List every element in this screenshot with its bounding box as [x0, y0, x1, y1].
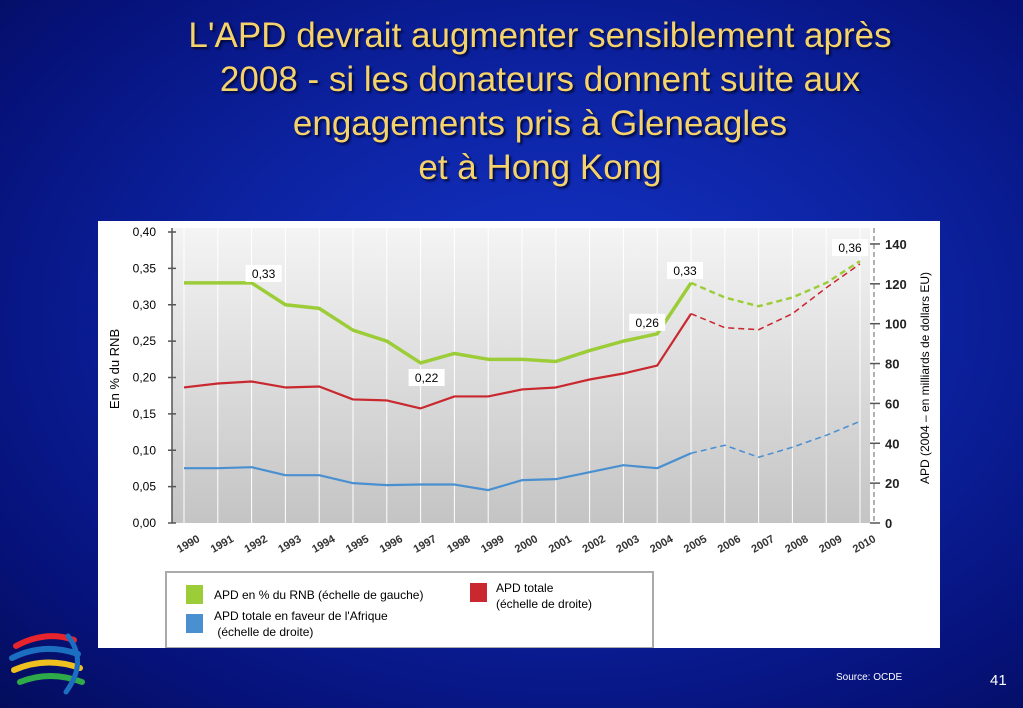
x-tick-label: 2007 [749, 533, 776, 556]
value-annotation: 0,22 [415, 371, 439, 385]
legend-label: APD totale (échelle de droite) [496, 581, 592, 611]
x-tick-label: 1993 [276, 533, 303, 556]
left-tick-label: 0,05 [133, 480, 157, 494]
value-annotation: 0,36 [838, 241, 862, 255]
x-tick-label: 2002 [580, 533, 607, 556]
legend-swatch [186, 614, 203, 633]
legend-label-line: APD totale en faveur de l'Afrique [214, 609, 388, 623]
left-tick-label: 0,15 [133, 407, 157, 421]
annotation-box [245, 264, 282, 282]
x-tick-label: 1991 [209, 533, 236, 556]
x-tick-label: 2000 [513, 533, 540, 556]
left-tick-label: 0,00 [133, 516, 157, 530]
x-tick-label: 2005 [682, 533, 709, 556]
annotation-box [667, 261, 703, 279]
title-line: 2008 - si les donateurs donnent suite au… [219, 60, 861, 99]
chart-panel: 0,00 0,05 0,10 0,15 0,20 0,25 0,30 0,35 0,40 En %… [98, 221, 940, 648]
left-tick-label: 0,40 [133, 225, 157, 239]
left-tick-label: 0,10 [133, 443, 157, 457]
value-annotation: 0,26 [636, 316, 660, 330]
right-tick-label: 20 [885, 476, 899, 491]
right-axis-label: APD (2004 – en milliards de dollars EU) [918, 272, 932, 484]
legend-swatch [470, 583, 487, 602]
oda-line-chart: 0,00 0,05 0,10 0,15 0,20 0,25 0,30 0,35 0,40 En %… [98, 225, 932, 648]
series-line-actual [184, 281, 693, 365]
value-annotation: 0,33 [252, 267, 276, 281]
series-line-actual [184, 452, 692, 492]
left-tick-label: 0,30 [133, 298, 157, 312]
x-tick-label: 2004 [648, 533, 676, 556]
x-tick-label: 1997 [411, 533, 438, 556]
value-annotation: 0,33 [673, 264, 697, 278]
x-tick-label: 2001 [547, 533, 574, 556]
plot-area [172, 228, 870, 523]
left-axis-label: En % du RNB [107, 329, 122, 409]
legend-box [165, 571, 654, 648]
x-tick-label: 1995 [344, 533, 371, 556]
right-tick-label: 80 [885, 357, 899, 372]
left-tick-label: 0,35 [133, 261, 157, 275]
left-tick-label: 0,20 [133, 371, 157, 385]
legend-label-line: (échelle de droite) [214, 625, 313, 639]
legend-label-line: APD totale [496, 581, 554, 595]
annotation-box [629, 313, 666, 331]
series-line-projection [690, 260, 861, 308]
series-line-projection [690, 263, 861, 331]
legend-label: APD totale en faveur de l'Afrique (échel… [214, 609, 388, 639]
title-line: engagements pris à Gleneagles [292, 104, 788, 143]
legend-label: APD en % du RNB (échelle de gauche) [214, 588, 423, 602]
right-tick-label: 0 [885, 516, 892, 531]
page-number: 41 [990, 672, 1007, 689]
x-tick-label: 2003 [614, 533, 641, 556]
series-line-actual [183, 313, 692, 410]
x-tick-label: 2006 [716, 533, 743, 556]
x-tick-label: 2008 [783, 533, 810, 556]
left-tick-label: 0,25 [133, 334, 157, 348]
right-tick-label: 60 [885, 396, 899, 411]
title-line: L'APD devrait augmenter sensiblement apr… [188, 16, 892, 55]
annotation-box [408, 368, 445, 386]
x-tick-label: 1990 [175, 533, 202, 556]
right-tick-label: 140 [885, 237, 907, 252]
slide-title: L'APD devrait augmenter sensiblement apr… [100, 14, 980, 190]
wto-logo-icon [9, 633, 85, 695]
legend-label-line: (échelle de droite) [496, 597, 592, 611]
x-tick-label: 2009 [817, 533, 844, 556]
x-tick-label: 1994 [310, 533, 338, 556]
x-tick-label: 1999 [479, 533, 506, 556]
x-tick-label: 1992 [242, 533, 269, 556]
title-line: et à Hong Kong [418, 148, 662, 187]
right-tick-label: 40 [885, 436, 899, 451]
legend-label-line: APD en % du RNB (échelle de gauche) [214, 588, 423, 602]
x-tick-label: 1996 [378, 533, 405, 556]
right-tick-label: 120 [885, 277, 907, 292]
source-note: Source: OCDE [836, 672, 903, 683]
left-axis-label-box [98, 321, 124, 418]
x-tick-label: 2010 [851, 533, 878, 556]
annotation-box [832, 239, 868, 257]
legend-swatch [186, 585, 203, 604]
right-tick-label: 100 [885, 317, 907, 332]
x-tick-label: 1998 [445, 533, 472, 556]
